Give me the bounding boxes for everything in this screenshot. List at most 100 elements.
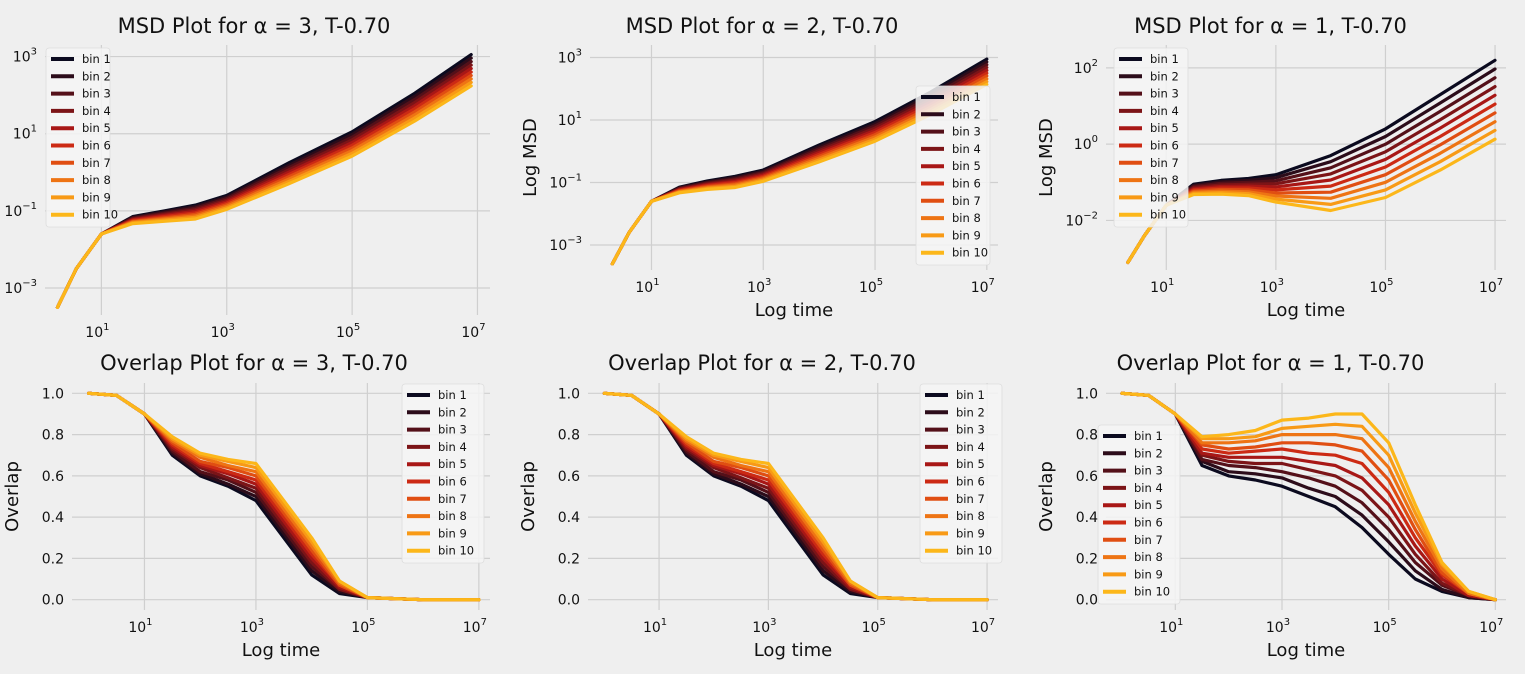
legend: bin 1 bin 2 bin 3 bin 4 bin 5 bin 6 bin 7 bin 8… (1097, 424, 1181, 605)
legend-label: bin 3 (82, 87, 111, 101)
y-axis-label: Overlap (1036, 461, 1057, 532)
x-tick-label: 103 (211, 322, 235, 337)
legend-label: bin 5 (956, 457, 985, 471)
y-tick-label: 0.4 (558, 510, 580, 526)
x-tick-label: 105 (862, 617, 886, 636)
msd-plot-alpha-2: 101 103 105 107 10−3 10−1 101 103 MSD Plot for α… (508, 0, 1016, 337)
legend-label: bin 1 (438, 388, 467, 402)
legend-label: bin 5 (952, 159, 981, 173)
legend-label: bin 4 (82, 104, 111, 118)
chart-title: MSD Plot for α = 1, T-0.70 (1134, 14, 1407, 38)
legend-label: bin 2 (1134, 446, 1163, 460)
y-tick-label: 100 (1074, 134, 1098, 153)
legend-label: bin 7 (82, 156, 111, 170)
legend-label: bin 10 (956, 544, 992, 558)
legend: bin 1 bin 2 bin 3 bin 4 bin 5 bin 6 bin 7 bin 8… (45, 47, 118, 228)
legend: bin 1 bin 2 bin 3 bin 4 bin 5 bin 6 bin 7 bin 8… (1113, 47, 1189, 228)
chart-title: Overlap Plot for α = 3, T-0.70 (100, 351, 408, 375)
legend-label: bin 9 (82, 190, 111, 204)
x-tick-label: 107 (971, 277, 995, 296)
legend-label: bin 9 (956, 526, 985, 540)
tick-labels: 101 103 105 107 10−2 100 102 (1065, 58, 1503, 296)
y-tick-label: 0.6 (42, 469, 64, 485)
tick-labels: 101 103 105 107 10−3 10−1 101 103 (549, 48, 995, 297)
x-axis-label: Log time (755, 300, 834, 321)
legend-label: bin 5 (438, 457, 467, 471)
series-lines (1120, 391, 1497, 602)
y-tick-label: 0.2 (1076, 551, 1098, 567)
x-axis-label: Log time (242, 640, 321, 661)
x-tick-label: 107 (1479, 617, 1503, 636)
legend-label: bin 8 (956, 509, 985, 523)
legend-label: bin 6 (1134, 516, 1163, 530)
legend-label: bin 7 (952, 194, 981, 208)
legend-label: bin 2 (1150, 69, 1179, 83)
legend-label: bin 10 (1150, 208, 1186, 222)
msd-plot-alpha-1: 101 103 105 107 10−2 100 102 MSD Plot for α = 1… (1016, 0, 1525, 337)
x-tick-label: 101 (643, 617, 667, 636)
x-axis-label: Log time (754, 640, 833, 661)
series-line-bin-10 (610, 82, 989, 266)
tick-labels: 101 103 105 107 0.0 0.2 0.4 0.6 0.8 1.0 (558, 386, 995, 636)
legend-label: bin 4 (956, 440, 985, 454)
x-tick-label: 103 (747, 277, 771, 296)
y-tick-label: 101 (558, 110, 582, 129)
y-tick-label: 0.0 (558, 593, 580, 609)
y-tick-label: 103 (558, 48, 582, 67)
y-tick-label: 0.4 (1076, 510, 1098, 526)
legend-label: bin 8 (952, 211, 981, 225)
legend: bin 1 bin 2 bin 3 bin 4 bin 5 bin 6 bin 7 bin 8… (401, 383, 485, 564)
legend-label: bin 4 (1150, 104, 1179, 118)
legend-label: bin 9 (1134, 567, 1163, 581)
y-tick-label: 0.4 (42, 510, 64, 526)
legend-label: bin 8 (1134, 550, 1163, 564)
legend-label: bin 1 (1150, 52, 1179, 66)
y-axis-label: Overlap (518, 461, 539, 532)
x-tick-label: 105 (351, 617, 375, 636)
legend-label: bin 7 (438, 492, 467, 506)
series-line-bin-10 (87, 391, 481, 602)
legend-label: bin 1 (952, 90, 981, 104)
tick-labels: 101 103 105 107 10−3 10−1 101 103 (4, 47, 485, 337)
tick-labels: 101 103 105 107 0.0 0.2 0.4 0.6 0.8 1.0 (42, 386, 487, 636)
legend-label: bin 7 (1134, 533, 1163, 547)
legend-label: bin 2 (956, 405, 985, 419)
legend-label: bin 5 (1150, 121, 1179, 135)
legend-label: bin 1 (82, 52, 111, 66)
legend-label: bin 1 (956, 388, 985, 402)
legend-label: bin 10 (952, 246, 988, 260)
legend-label: bin 10 (82, 208, 118, 222)
legend-label: bin 8 (438, 509, 467, 523)
x-tick-label: 101 (1150, 277, 1174, 296)
chart-title: MSD Plot for α = 2, T-0.70 (626, 14, 899, 38)
y-tick-label: 101 (13, 124, 37, 143)
legend-label: bin 2 (952, 107, 981, 121)
chart-title: Overlap Plot for α = 2, T-0.70 (608, 351, 916, 375)
legend-label: bin 7 (956, 492, 985, 506)
legend-label: bin 5 (1134, 498, 1163, 512)
legend-label: bin 3 (438, 423, 467, 437)
y-axis-label: Log MSD (1036, 118, 1057, 197)
y-tick-label: 0.8 (558, 428, 580, 444)
legend-label: bin 9 (1150, 190, 1179, 204)
legend-label: bin 6 (956, 475, 985, 489)
series-lines (602, 391, 989, 602)
y-tick-label: 10−1 (4, 201, 37, 220)
y-tick-label: 102 (1074, 58, 1098, 77)
y-tick-label: 10−2 (1065, 210, 1098, 229)
legend-label: bin 6 (438, 475, 467, 489)
series-lines (55, 53, 473, 309)
chart-title: MSD Plot for α = 3, T-0.70 (118, 14, 391, 38)
legend-label: bin 9 (952, 228, 981, 242)
legend-label: bin 3 (1134, 464, 1163, 478)
y-tick-label: 10−1 (549, 173, 582, 192)
y-tick-label: 0.0 (42, 593, 64, 609)
legend-label: bin 2 (438, 405, 467, 419)
y-tick-label: 0.2 (558, 551, 580, 567)
legend-label: bin 10 (1134, 585, 1170, 599)
tick-labels: 101 103 105 107 0.0 0.2 0.4 0.6 0.8 1.0 (1076, 386, 1504, 636)
y-axis-label: Overlap (2, 461, 23, 532)
legend: bin 1 bin 2 bin 3 bin 4 bin 5 bin 6 bin 7 bin 8… (919, 383, 1003, 564)
x-tick-label: 105 (859, 277, 883, 296)
x-tick-label: 107 (463, 617, 487, 636)
